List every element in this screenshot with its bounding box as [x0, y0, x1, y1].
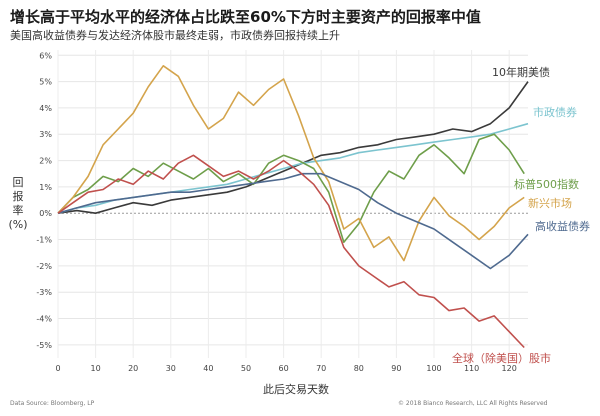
- series-line: [57, 65, 525, 262]
- y-tick-label: 3%: [39, 130, 52, 139]
- series-label: 市政债券: [533, 106, 577, 119]
- y-axis-label: 回报率 (%): [8, 176, 28, 231]
- y-axis-ticks: 6% 5% 4% 3% 2% 1% 0% -1% -2% -3% -4% -5%: [36, 51, 52, 350]
- series-label: 高收益债券: [535, 220, 590, 233]
- x-tick-label: 0: [55, 364, 60, 373]
- y-tick-label: 5%: [39, 78, 52, 87]
- series-lines: [57, 65, 529, 349]
- series-label: 标普500指数: [514, 178, 579, 191]
- series-label: 10年期美债: [492, 66, 550, 79]
- chart-subtitle: 美国高收益债券与发达经济体股市最终走弱，市政债券回报持续上升: [10, 29, 340, 42]
- x-axis-label: 此后交易天数: [263, 383, 329, 396]
- x-tick-label: 20: [128, 364, 138, 373]
- x-tick-label: 100: [426, 364, 441, 373]
- x-tick-label: 110: [464, 364, 479, 373]
- x-tick-label: 10: [91, 364, 101, 373]
- chart-title: 增长高于平均水平的经济体占比跌至60%下方时主要资产的回报率中值: [10, 8, 481, 26]
- data-source: Data Source: Bloomberg, LP: [10, 400, 95, 407]
- x-axis-ticks: 0 10 20 30 40 50 60 70 80 90 100 110 120: [55, 364, 516, 373]
- y-tick-label: 6%: [39, 51, 52, 60]
- x-tick-label: 60: [279, 364, 289, 373]
- x-tick-label: 30: [166, 364, 176, 373]
- y-tick-label: -1%: [36, 236, 52, 245]
- x-tick-label: 120: [502, 364, 517, 373]
- y-tick-label: -2%: [36, 262, 52, 271]
- series-label: 全球（除美国）股市: [452, 352, 551, 365]
- x-tick-label: 50: [241, 364, 251, 373]
- series-line: [57, 122, 529, 214]
- copyright: © 2018 Bianco Research, LLC All Rights R…: [398, 400, 548, 407]
- y-tick-label: 4%: [39, 104, 52, 113]
- series-line: [57, 172, 529, 270]
- y-tick-label: -5%: [36, 341, 52, 350]
- y-tick-label: 1%: [39, 183, 52, 192]
- x-tick-label: 90: [391, 364, 401, 373]
- y-tick-label: -3%: [36, 288, 52, 297]
- y-tick-label: -4%: [36, 315, 52, 324]
- x-tick-label: 70: [316, 364, 326, 373]
- x-tick-label: 80: [354, 364, 364, 373]
- x-tick-label: 40: [203, 364, 213, 373]
- series-line: [57, 154, 525, 349]
- series-label: 新兴市场: [528, 197, 572, 210]
- y-tick-label: 0%: [39, 209, 52, 218]
- y-tick-label: 2%: [39, 157, 52, 166]
- series-line: [57, 133, 525, 243]
